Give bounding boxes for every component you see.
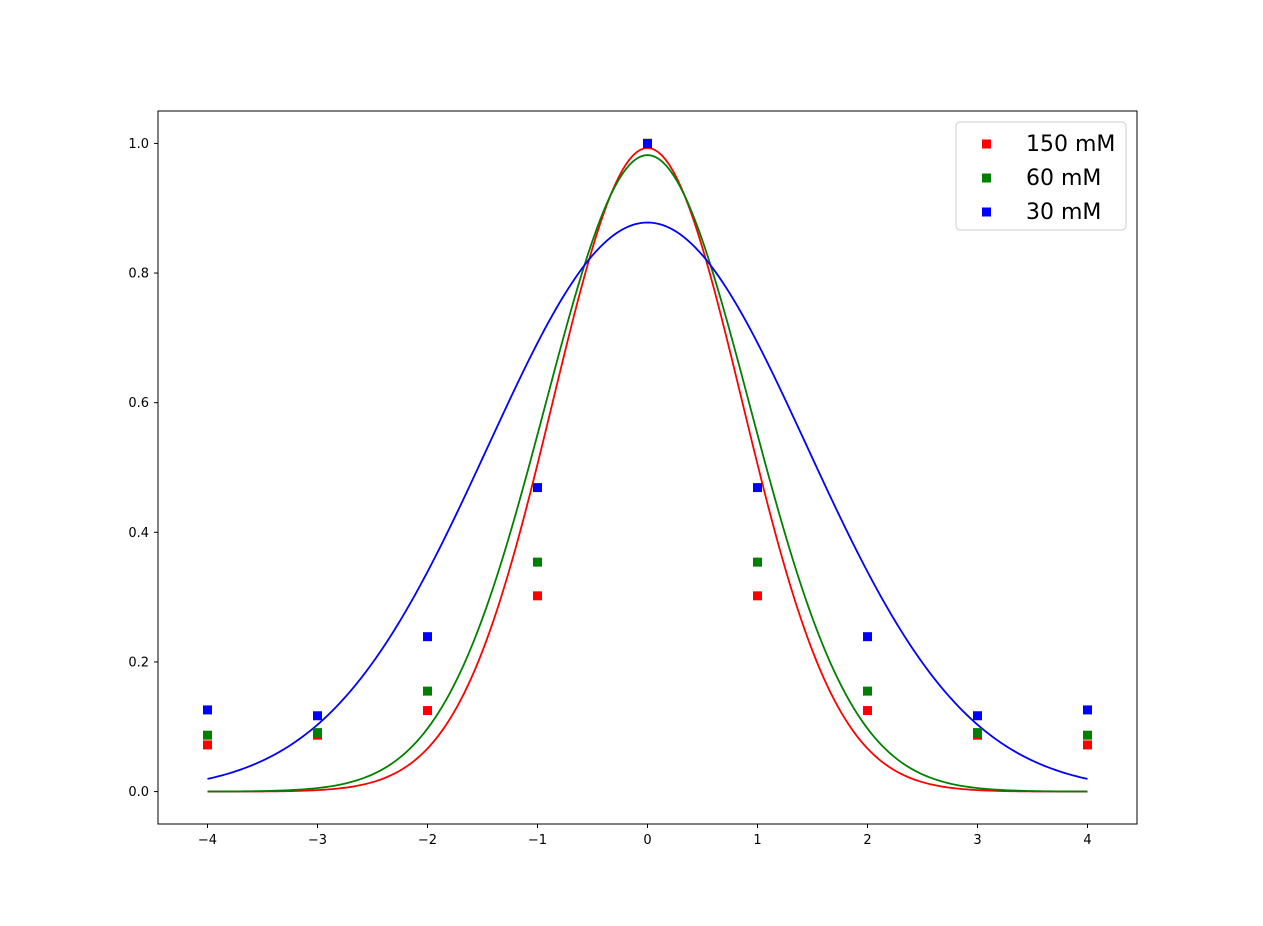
data-point-60-mm <box>423 686 432 696</box>
data-point-60-mm <box>313 728 322 738</box>
data-point-30-mm <box>973 711 982 721</box>
data-point-30-mm <box>313 711 322 721</box>
y-tick-label: 0.6 <box>128 396 149 411</box>
data-point-60-mm <box>203 730 212 740</box>
data-point-30-mm <box>533 483 542 493</box>
legend-marker <box>982 173 991 183</box>
data-point-150-mm <box>863 706 872 716</box>
data-points <box>203 138 1092 750</box>
y-tick-label: 0.2 <box>128 655 149 670</box>
legend: 150 mM 60 mM 30 mM <box>955 121 1127 231</box>
data-point-150-mm <box>203 740 212 750</box>
x-axis: −4 −3 −2 −1 0 1 2 3 4 <box>198 824 1092 848</box>
x-tick-label: −3 <box>308 833 327 848</box>
data-point-30-mm <box>753 483 762 493</box>
legend-label: 60 mM <box>1026 166 1101 191</box>
data-point-60-mm <box>753 557 762 567</box>
y-tick-label: 0.4 <box>128 526 149 541</box>
x-tick-label: 1 <box>753 833 761 848</box>
legend-label: 150 mM <box>1026 132 1115 157</box>
fit-curve-30-mm <box>207 221 1088 780</box>
y-tick-label: 0.0 <box>128 785 149 800</box>
x-tick-label: −1 <box>528 833 547 848</box>
x-tick-label: 0 <box>643 833 651 848</box>
data-point-150-mm <box>423 706 432 716</box>
x-tick-label: 2 <box>863 833 871 848</box>
data-point-60-mm <box>1083 730 1092 740</box>
legend-marker <box>982 207 991 217</box>
data-point-30-mm <box>643 138 652 148</box>
x-tick-label: −4 <box>198 833 217 848</box>
legend-marker <box>982 139 991 149</box>
data-point-60-mm <box>863 686 872 696</box>
x-tick-label: 4 <box>1083 833 1091 848</box>
legend-box <box>955 121 1127 231</box>
data-point-30-mm <box>863 632 872 642</box>
fit-curve-150-mm <box>207 147 1088 793</box>
data-point-150-mm <box>533 591 542 601</box>
data-point-30-mm <box>423 632 432 642</box>
x-tick-label: −2 <box>418 833 437 848</box>
y-axis: 0.0 0.2 0.4 0.6 0.8 1.0 <box>128 137 158 800</box>
x-tick-label: 3 <box>973 833 981 848</box>
data-point-60-mm <box>533 557 542 567</box>
legend-label: 30 mM <box>1026 200 1101 225</box>
data-point-150-mm <box>1083 740 1092 750</box>
data-point-60-mm <box>973 728 982 738</box>
data-point-30-mm <box>203 705 212 715</box>
fit-curve-60-mm <box>207 154 1088 793</box>
y-tick-label: 0.8 <box>128 267 149 282</box>
fit-curves <box>207 147 1088 793</box>
data-point-30-mm <box>1083 705 1092 715</box>
data-point-150-mm <box>753 591 762 601</box>
y-tick-label: 1.0 <box>128 137 149 152</box>
